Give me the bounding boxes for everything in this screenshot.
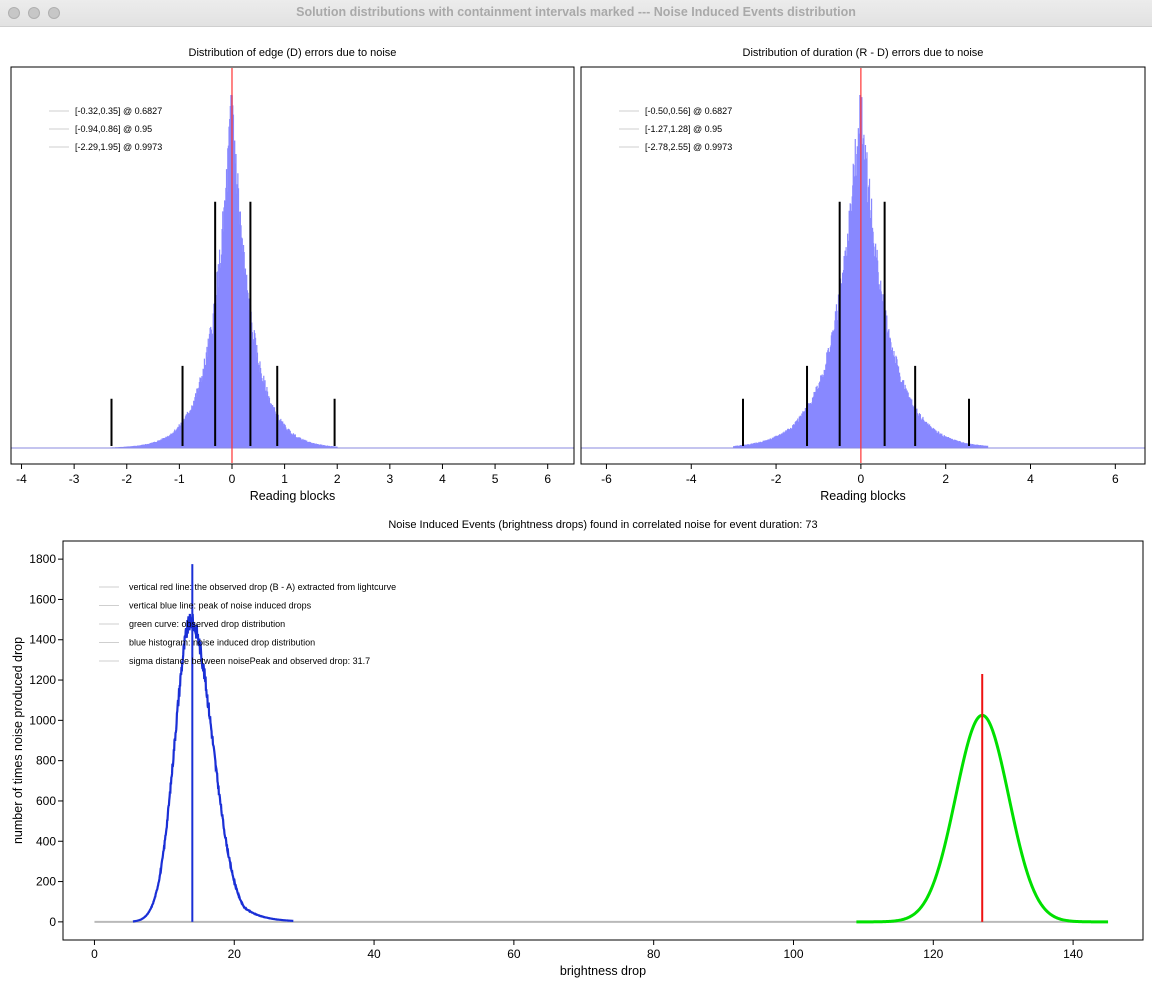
noise-drop-histogram (132, 613, 294, 923)
histogram-bars (733, 95, 989, 448)
y-tick-label: 600 (36, 794, 56, 808)
legend-entry: [-0.32,0.35] @ 0.6827 (75, 106, 162, 116)
y-tick-label: 1200 (29, 673, 56, 687)
legend-entry: green curve: observed drop distribution (129, 619, 285, 629)
y-tick-label: 200 (36, 875, 56, 889)
x-tick-label: 0 (91, 947, 98, 961)
legend-entry: [-0.50,0.56] @ 0.6827 (645, 106, 732, 116)
chart-title: Noise Induced Events (brightness drops) … (388, 519, 817, 531)
legend-entry: [-0.94,0.86] @ 0.95 (75, 124, 152, 134)
x-tick-label: 140 (1063, 947, 1083, 961)
x-tick-label: 4 (439, 472, 446, 486)
x-tick-label: 80 (647, 947, 661, 961)
x-tick-label: 2 (334, 472, 341, 486)
x-tick-label: 5 (492, 472, 499, 486)
x-tick-label: 1 (281, 472, 288, 486)
x-tick-label: -4 (16, 472, 27, 486)
x-tick-label: 0 (229, 472, 236, 486)
window-titlebar: Solution distributions with containment … (0, 0, 1152, 27)
window-title: Solution distributions with containment … (296, 5, 856, 19)
x-axis-label: brightness drop (560, 964, 646, 978)
y-tick-label: 1400 (29, 633, 56, 647)
y-tick-label: 1800 (29, 552, 56, 566)
x-tick-label: 40 (367, 947, 381, 961)
legend-entry: vertical blue line: peak of noise induce… (129, 601, 312, 611)
plot-frame (580, 66, 1146, 465)
x-tick-label: -6 (601, 472, 612, 486)
x-tick-label: 120 (923, 947, 943, 961)
y-tick-label: 800 (36, 754, 56, 768)
chart-title: Distribution of edge (D) errors due to n… (189, 47, 397, 59)
minimize-window-button[interactable] (28, 7, 40, 19)
plot-frame (62, 540, 1144, 941)
legend-entry: [-2.29,1.95] @ 0.9973 (75, 142, 162, 152)
x-tick-label: -4 (686, 472, 697, 486)
x-tick-label: 3 (386, 472, 393, 486)
legend-entry: [-2.78,2.55] @ 0.9973 (645, 142, 732, 152)
x-tick-label: 60 (507, 947, 521, 961)
x-tick-label: -1 (174, 472, 185, 486)
legend-entry: sigma distance between noisePeak and obs… (129, 656, 370, 666)
zoom-window-button[interactable] (48, 7, 60, 19)
x-tick-label: -3 (69, 472, 80, 486)
chart-title: Distribution of duration (R - D) errors … (743, 47, 984, 59)
x-tick-label: 2 (942, 472, 949, 486)
x-tick-label: 20 (228, 947, 242, 961)
y-axis-label: number of times noise produced drop (11, 637, 25, 844)
x-axis-label: Reading blocks (250, 489, 335, 503)
y-tick-label: 1600 (29, 592, 56, 606)
x-axis-label: Reading blocks (820, 489, 905, 503)
close-window-button[interactable] (8, 7, 20, 19)
plot-frame (10, 66, 575, 465)
legend-entry: [-1.27,1.28] @ 0.95 (645, 124, 722, 134)
y-tick-label: 400 (36, 834, 56, 848)
x-tick-label: 6 (1112, 472, 1119, 486)
x-tick-label: 0 (858, 472, 865, 486)
x-tick-label: -2 (121, 472, 132, 486)
x-tick-label: 6 (544, 472, 551, 486)
legend-entry: vertical red line: the observed drop (B … (129, 582, 396, 592)
y-tick-label: 0 (49, 915, 56, 929)
x-tick-label: -2 (771, 472, 782, 486)
x-tick-label: 100 (783, 947, 803, 961)
x-tick-label: 4 (1027, 472, 1034, 486)
legend-entry: blue histogram: noise induced drop distr… (129, 638, 315, 648)
y-tick-label: 1000 (29, 713, 56, 727)
